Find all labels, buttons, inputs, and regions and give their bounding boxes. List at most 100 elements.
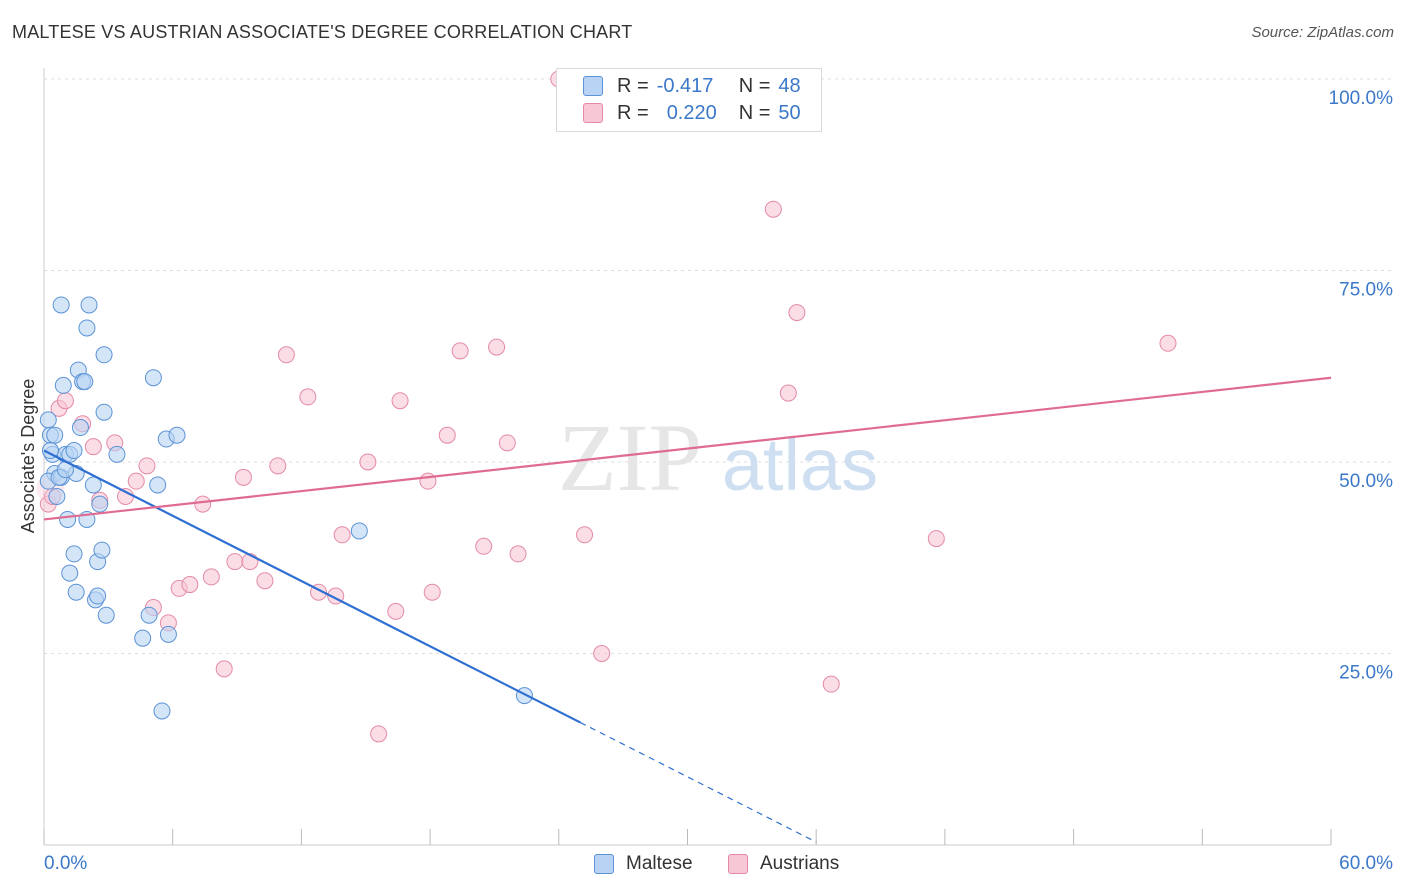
austrians-point (138, 457, 156, 475)
x-tick-label: 0.0% (44, 853, 87, 874)
bottom-legend-maltese: Maltese (594, 852, 693, 876)
austrians-point (127, 472, 145, 490)
chart-title: MALTESE VS AUSTRIAN ASSOCIATE'S DEGREE C… (12, 22, 633, 42)
x-tick-label: 60.0% (1339, 853, 1393, 874)
maltese-point (108, 445, 126, 463)
maltese-point (134, 629, 152, 647)
maltese-swatch (594, 854, 614, 874)
legend-r-label: R = (617, 74, 649, 97)
maltese-point (168, 426, 186, 444)
legend-r-value: 0.220 (666, 101, 717, 124)
austrians-point (359, 453, 377, 471)
maltese-point (41, 442, 59, 460)
maltese-point (97, 606, 115, 624)
austrians-point (779, 384, 797, 402)
maltese-point (515, 687, 533, 705)
source-label: Source: ZipAtlas.com (1251, 24, 1394, 41)
austrians-point (576, 526, 594, 544)
austrians-trend-line (43, 376, 1332, 521)
austrians-point (256, 572, 274, 590)
maltese-point (95, 346, 113, 364)
austrians-point (509, 545, 527, 563)
maltese-point (78, 319, 96, 337)
austrians-point (927, 530, 945, 548)
watermark-zip: ZIP (558, 404, 702, 511)
legend-n-label: N = (738, 74, 771, 97)
maltese-trend-extension (579, 721, 817, 843)
y-axis-title: Associate's Degree (18, 379, 38, 534)
austrians-point (226, 553, 244, 571)
maltese-point (52, 296, 70, 314)
austrians-point (451, 342, 469, 360)
austrians-point (387, 602, 405, 620)
austrians-point (788, 304, 806, 322)
maltese-point (159, 625, 177, 643)
maltese-point (48, 487, 66, 505)
austrians-point (277, 346, 295, 364)
austrians-point (56, 392, 74, 410)
axis-labels: 25.0% 50.0% 75.0% 100.0% 0.0% 60.0% Associate'… (18, 88, 1393, 874)
austrians-points (36, 70, 1177, 743)
maltese-point (65, 442, 83, 460)
axes (43, 68, 1332, 846)
maltese-point (54, 376, 72, 394)
maltese-point (71, 419, 89, 437)
maltese-point (84, 476, 102, 494)
maltese-swatch (583, 76, 603, 96)
austrians-point (370, 725, 388, 743)
legend-row-maltese: R = -0.417 N = 48 (583, 74, 840, 98)
correlation-legend: R = -0.417 N = 48 R = 0.220 N = 50 (556, 68, 822, 132)
bottom-legend-austrians: Austrians (728, 852, 839, 876)
trend-lines (43, 376, 1332, 843)
maltese-point (80, 296, 98, 314)
maltese-point (91, 495, 109, 513)
legend-r-label: R = (617, 101, 649, 124)
maltese-point (76, 373, 94, 391)
austrians-swatch (583, 103, 603, 123)
austrians-point (181, 576, 199, 594)
maltese-point (350, 522, 368, 540)
y-tick-label: 50.0% (1339, 471, 1393, 492)
maltese-point (140, 606, 158, 624)
maltese-trend-line (43, 449, 581, 724)
austrians-point (215, 660, 233, 678)
maltese-point (59, 510, 77, 528)
austrians-point (488, 338, 506, 356)
austrians-point (475, 537, 493, 555)
austrians-point (423, 583, 441, 601)
legend-n-label: N = (738, 101, 771, 124)
austrians-point (391, 392, 409, 410)
austrians-point (194, 495, 212, 513)
bottom-legend-label: Maltese (626, 853, 693, 874)
bottom-legend-label: Austrians (760, 853, 840, 874)
austrians-point (333, 526, 351, 544)
austrians-point (438, 426, 456, 444)
austrians-point (269, 457, 287, 475)
austrians-point (593, 645, 611, 662)
maltese-point (67, 583, 85, 601)
y-tick-label: 75.0% (1339, 280, 1393, 301)
maltese-point (61, 564, 79, 582)
maltese-point (89, 587, 107, 605)
maltese-point (46, 426, 64, 444)
austrians-point (84, 438, 102, 456)
austrians-point (234, 468, 252, 486)
y-tick-label: 100.0% (1329, 88, 1394, 109)
austrians-point (1159, 334, 1177, 352)
maltese-point (65, 545, 83, 563)
austrians-point (764, 200, 782, 218)
legend-n-value: 48 (778, 74, 801, 97)
austrians-point (498, 434, 516, 452)
maltese-point (95, 403, 113, 421)
maltese-point (149, 476, 167, 494)
legend-n-value: 50 (778, 101, 801, 124)
maltese-point (153, 702, 171, 720)
legend-r-value: -0.417 (656, 74, 714, 97)
austrians-point (822, 675, 840, 693)
maltese-point (93, 541, 111, 559)
y-tick-label: 25.0% (1339, 663, 1393, 684)
austrians-point (299, 388, 317, 406)
legend-row-austrians: R = 0.220 N = 50 (583, 101, 840, 125)
austrians-point (202, 568, 220, 586)
